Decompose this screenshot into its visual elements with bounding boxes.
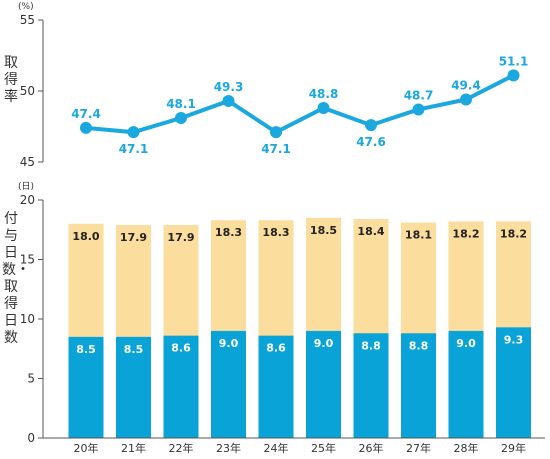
line-value-label: 48.1 xyxy=(166,97,196,111)
x-tick-label: 22年 xyxy=(169,441,194,455)
x-tick-label: 24年 xyxy=(264,441,289,455)
line-value-label: 47.1 xyxy=(261,142,291,156)
line-value-label: 48.7 xyxy=(404,88,434,102)
bar-granted-label: 18.2 xyxy=(500,227,527,240)
line-y-tick-label: 45 xyxy=(20,155,35,169)
line-value-label: 51.1 xyxy=(499,54,529,68)
bar-acquired xyxy=(116,336,151,438)
bar-granted-label: 18.4 xyxy=(357,225,384,238)
line-point xyxy=(270,126,282,139)
line-y-axis-label: 取得率 xyxy=(4,55,18,105)
line-value-label: 47.1 xyxy=(119,142,149,156)
bar-acquired-label: 8.8 xyxy=(409,339,429,352)
bar-acquired xyxy=(163,335,199,438)
line-y-tick-label: 55 xyxy=(20,13,35,27)
bar-granted-label: 18.2 xyxy=(452,227,479,240)
x-tick-label: 29年 xyxy=(501,441,526,455)
bar-acquired xyxy=(353,333,389,438)
x-tick-label: 20年 xyxy=(74,441,99,455)
bar-y-tick-label: 15 xyxy=(20,253,35,267)
bar-granted-label: 18.3 xyxy=(262,226,289,239)
line-point xyxy=(80,121,92,134)
bar-acquired-label: 9.0 xyxy=(456,337,476,350)
bar-granted-label: 17.9 xyxy=(120,231,147,244)
bar-acquired xyxy=(306,330,341,438)
bar-granted-label: 18.5 xyxy=(310,224,337,237)
bar-acquired xyxy=(258,335,294,438)
line-point xyxy=(175,111,187,124)
line-value-label: 49.4 xyxy=(451,79,481,93)
line-point xyxy=(365,119,377,132)
bar-y-axis-label: 付与日数・取得日数 xyxy=(2,211,30,346)
x-tick-label: 26年 xyxy=(359,441,384,455)
bar-acquired-label: 9.3 xyxy=(504,333,524,346)
line-y-unit: (%) xyxy=(18,2,34,12)
line-value-label: 47.6 xyxy=(356,135,386,149)
line-point xyxy=(317,102,330,115)
bar-granted-label: 18.3 xyxy=(215,226,242,239)
bar-acquired-label: 9.0 xyxy=(219,337,239,350)
bar-granted-label: 17.9 xyxy=(167,231,194,244)
line-point xyxy=(507,69,520,82)
bar-acquired xyxy=(68,336,104,438)
line-value-label: 48.8 xyxy=(309,87,339,101)
bar-granted-label: 18.1 xyxy=(405,229,432,242)
bar-acquired-label: 8.6 xyxy=(266,342,286,355)
bar-acquired xyxy=(496,327,531,438)
bar-acquired-label: 8.6 xyxy=(171,342,191,355)
bar-y-tick-label: 0 xyxy=(27,431,35,445)
bar-y-tick-label: 10 xyxy=(20,312,35,326)
bar-granted-label: 18.0 xyxy=(72,230,99,243)
bar-acquired xyxy=(401,333,436,438)
x-tick-label: 23年 xyxy=(216,441,241,455)
bar-acquired-label: 8.8 xyxy=(361,339,381,352)
x-tick-label: 28年 xyxy=(454,441,479,455)
bar-y-tick-label: 5 xyxy=(27,372,35,386)
line-point xyxy=(460,93,472,106)
bar-acquired-label: 8.5 xyxy=(124,343,144,356)
bar-acquired xyxy=(211,330,246,438)
line-value-label: 49.3 xyxy=(214,80,244,94)
line-point xyxy=(412,103,425,116)
line-point xyxy=(222,94,235,107)
line-series-path xyxy=(85,73,515,135)
x-tick-label: 21年 xyxy=(121,441,146,455)
bar-y-unit: (日) xyxy=(18,181,34,192)
bar-acquired-label: 9.0 xyxy=(314,337,334,350)
line-y-tick-label: 50 xyxy=(20,84,35,98)
line-value-label: 47.4 xyxy=(71,107,101,121)
x-tick-label: 25年 xyxy=(311,441,336,455)
x-tick-label: 27年 xyxy=(406,441,431,455)
bar-acquired xyxy=(448,330,484,438)
bar-y-tick-label: 20 xyxy=(20,193,35,207)
bar-acquired-label: 8.5 xyxy=(76,343,96,356)
line-point xyxy=(127,126,140,139)
